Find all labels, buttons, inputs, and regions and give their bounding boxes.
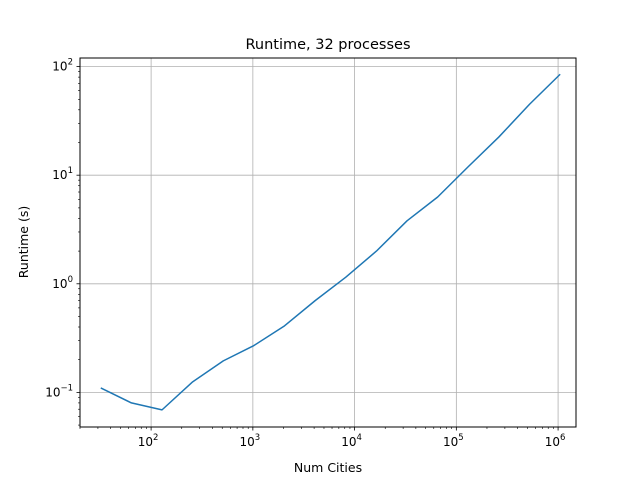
chart-title: Runtime, 32 processes xyxy=(245,37,410,53)
y-tick-base: 10 xyxy=(52,168,67,182)
y-tick-base: 10 xyxy=(52,277,67,291)
x-axis-ticks: 102 103 104 105 106 xyxy=(79,427,566,449)
series-group xyxy=(100,73,561,411)
y-tick-label: 10−1 xyxy=(45,383,73,399)
x-tick-base: 10 xyxy=(341,435,356,449)
y-tick-label: 101 xyxy=(52,166,73,182)
y-tick-exponent: 1 xyxy=(68,166,73,176)
y-tick-exponent: 2 xyxy=(68,58,73,68)
plot-area xyxy=(80,58,576,427)
plot-frame xyxy=(79,57,577,428)
x-tick-base: 10 xyxy=(138,435,153,449)
grid-lines xyxy=(80,58,576,427)
x-tick-base: 10 xyxy=(443,435,458,449)
x-tick-exponent: 3 xyxy=(255,433,260,443)
y-tick-exponent: −1 xyxy=(60,383,73,393)
y-tick-base: 10 xyxy=(45,385,60,399)
runtime-series-line xyxy=(100,73,561,411)
x-tick-label: 103 xyxy=(240,433,261,449)
x-tick-exponent: 2 xyxy=(153,433,158,443)
y-tick-exponent: 0 xyxy=(68,275,73,285)
x-tick-exponent: 5 xyxy=(458,433,463,443)
x-axis-label: Num Cities xyxy=(294,460,362,475)
x-tick-label: 106 xyxy=(545,433,566,449)
x-tick-label: 105 xyxy=(443,433,464,449)
y-tick-label: 102 xyxy=(52,58,73,74)
y-tick-label: 100 xyxy=(52,275,73,291)
x-tick-exponent: 4 xyxy=(357,433,362,443)
y-axis-label: Runtime (s) xyxy=(16,206,31,278)
x-tick-base: 10 xyxy=(545,435,560,449)
x-tick-label: 104 xyxy=(341,433,362,449)
y-tick-base: 10 xyxy=(52,60,67,74)
x-tick-label: 102 xyxy=(138,433,159,449)
x-tick-base: 10 xyxy=(240,435,255,449)
x-tick-exponent: 6 xyxy=(560,433,565,443)
